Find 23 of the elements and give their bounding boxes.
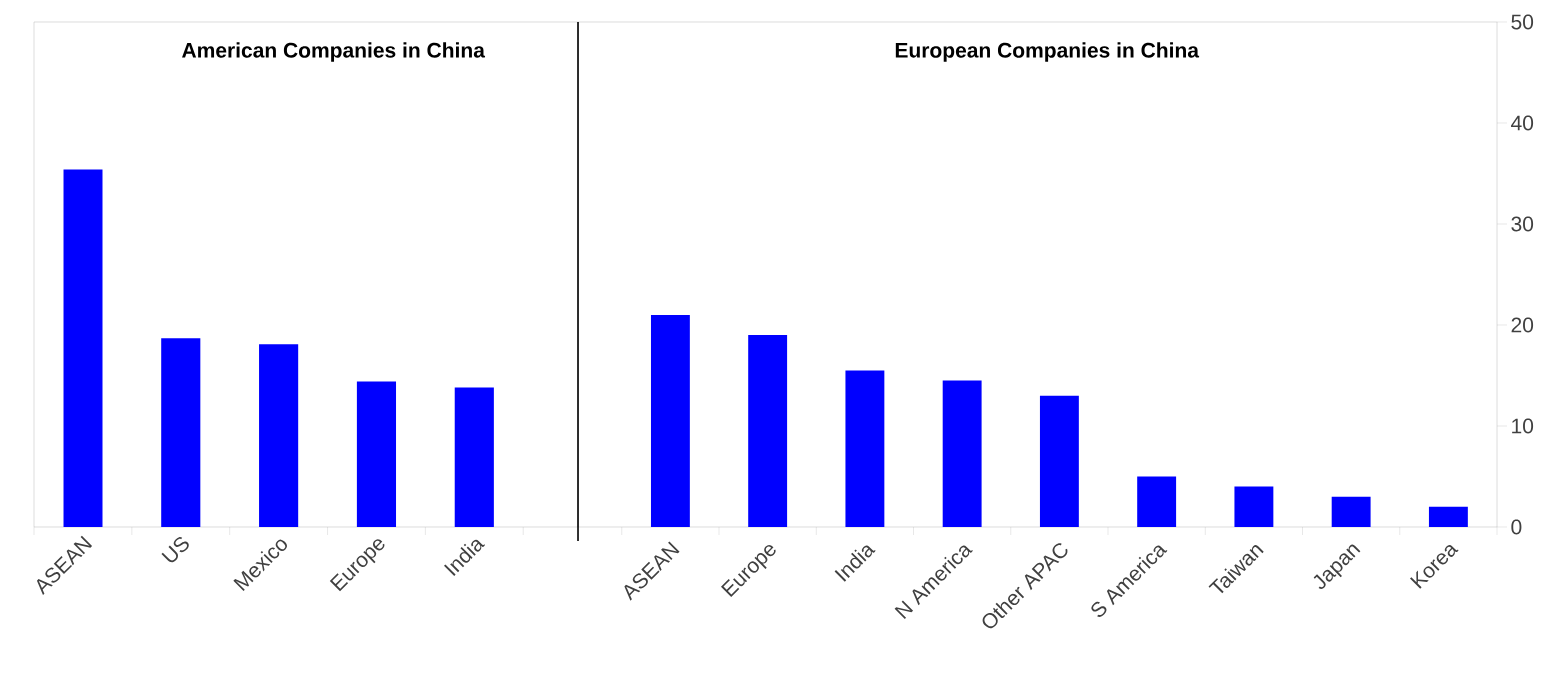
bar [845,370,885,527]
bar [1331,496,1371,527]
bar [1428,506,1468,527]
bar [748,335,788,527]
x-tick-label: US [161,537,189,563]
y-tick-label: 30 [1511,216,1534,232]
bar [1039,395,1079,527]
bar [161,338,201,527]
bar [259,344,299,527]
text: American Companies in China [182,42,486,62]
bar [356,381,397,527]
y-tick-label: 0 [1511,519,1522,535]
y-tick-label: 50 [1511,14,1534,30]
bar [454,387,494,527]
bar [1137,476,1177,527]
bar [1234,486,1274,527]
bar [650,314,690,527]
y-tick-label: 40 [1511,115,1534,131]
bar [942,380,982,527]
y-tick-label: 20 [1511,317,1534,333]
y-tick-label: 10 [1512,418,1534,434]
bar [63,169,103,527]
text: European Companies in China [895,42,1200,62]
